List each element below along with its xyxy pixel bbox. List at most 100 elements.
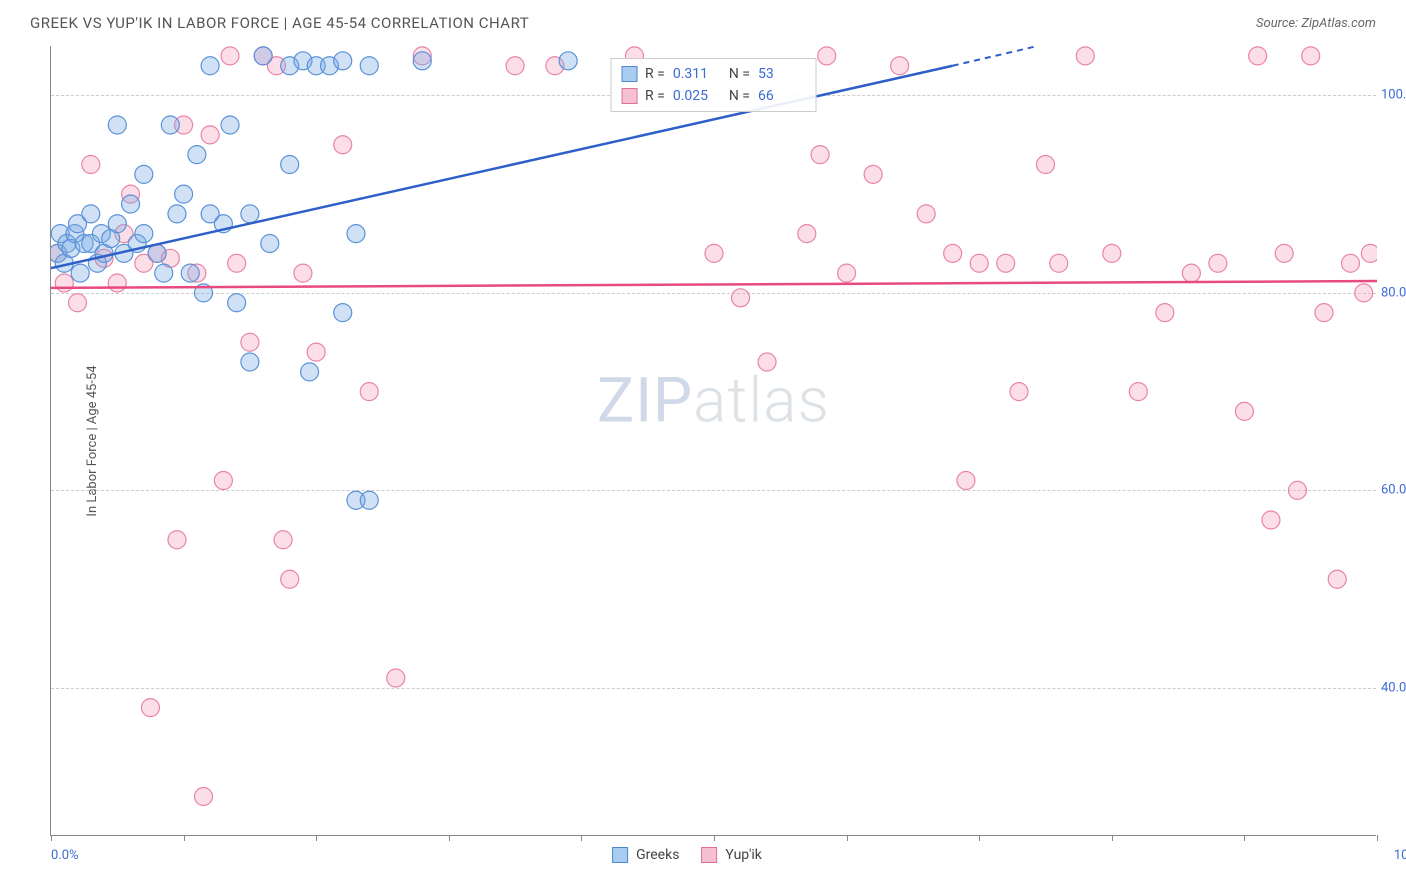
- y-tick-label: 60.0%: [1381, 483, 1406, 498]
- scatter-point: [307, 343, 325, 361]
- scatter-point: [1249, 47, 1267, 65]
- scatter-point: [506, 57, 524, 75]
- scatter-point: [360, 491, 378, 509]
- scatter-point: [864, 165, 882, 183]
- scatter-point: [705, 244, 723, 262]
- scatter-point: [1182, 264, 1200, 282]
- scatter-point: [82, 205, 100, 223]
- scatter-point: [347, 225, 365, 243]
- legend-stats: R = 0.311 N = 53 R = 0.025 N = 66: [610, 58, 817, 112]
- scatter-point: [559, 52, 577, 70]
- scatter-point: [1010, 383, 1028, 401]
- scatter-point: [1262, 511, 1280, 529]
- scatter-point: [1355, 284, 1373, 302]
- scatter-svg: [51, 46, 1377, 836]
- scatter-point: [1037, 156, 1055, 174]
- scatter-point: [175, 185, 193, 203]
- scatter-point: [71, 264, 89, 282]
- scatter-point: [798, 225, 816, 243]
- scatter-point: [294, 264, 312, 282]
- scatter-point: [732, 289, 750, 307]
- trend-line-yupik: [51, 281, 1377, 288]
- scatter-point: [1328, 570, 1346, 588]
- scatter-point: [214, 472, 232, 490]
- x-tick: [1377, 835, 1378, 841]
- scatter-point: [281, 156, 299, 174]
- scatter-point: [818, 47, 836, 65]
- y-tick-label: 100.0%: [1381, 88, 1406, 103]
- scatter-point: [228, 294, 246, 312]
- scatter-point: [334, 52, 352, 70]
- scatter-point: [108, 274, 126, 292]
- source-label: Source: ZipAtlas.com: [1256, 16, 1376, 31]
- scatter-point: [201, 57, 219, 75]
- scatter-point: [758, 353, 776, 371]
- scatter-point: [135, 225, 153, 243]
- swatch-greeks: [612, 847, 628, 863]
- x-tick-max: 100.0%: [1394, 848, 1406, 863]
- scatter-point: [1235, 402, 1253, 420]
- scatter-point: [1302, 47, 1320, 65]
- scatter-point: [168, 531, 186, 549]
- scatter-point: [82, 156, 100, 174]
- scatter-point: [1156, 304, 1174, 322]
- scatter-point: [1209, 254, 1227, 272]
- y-tick-label: 40.0%: [1381, 680, 1406, 695]
- scatter-point: [944, 244, 962, 262]
- scatter-point: [1361, 244, 1377, 262]
- scatter-point: [1076, 47, 1094, 65]
- scatter-point: [148, 244, 166, 262]
- scatter-point: [360, 57, 378, 75]
- scatter-point: [957, 472, 975, 490]
- legend-row-greeks: R = 0.311 N = 53: [621, 63, 806, 85]
- scatter-point: [1288, 481, 1306, 499]
- scatter-point: [413, 52, 431, 70]
- scatter-point: [274, 531, 292, 549]
- scatter-point: [141, 699, 159, 717]
- scatter-point: [201, 126, 219, 144]
- scatter-point: [254, 47, 272, 65]
- scatter-point: [241, 353, 259, 371]
- scatter-point: [334, 136, 352, 154]
- scatter-point: [188, 146, 206, 164]
- page-title: GREEK VS YUP'IK IN LABOR FORCE | AGE 45-…: [30, 14, 529, 32]
- legend-item-greeks: Greeks: [612, 847, 679, 863]
- scatter-point: [69, 294, 87, 312]
- scatter-point: [122, 195, 140, 213]
- legend-row-yupik: R = 0.025 N = 66: [621, 85, 806, 107]
- scatter-point: [108, 116, 126, 134]
- legend-series: Greeks Yup'ik: [612, 847, 762, 863]
- legend-item-yupik: Yup'ik: [701, 847, 761, 863]
- swatch-greeks: [621, 66, 637, 82]
- scatter-point: [360, 383, 378, 401]
- scatter-point: [1050, 254, 1068, 272]
- scatter-point: [1275, 244, 1293, 262]
- scatter-point: [891, 57, 909, 75]
- scatter-point: [970, 254, 988, 272]
- scatter-point: [194, 788, 212, 806]
- scatter-point: [281, 570, 299, 588]
- trend-line-greeks: [51, 66, 953, 268]
- scatter-point: [228, 254, 246, 272]
- scatter-point: [1103, 244, 1121, 262]
- scatter-point: [135, 165, 153, 183]
- swatch-yupik: [621, 88, 637, 104]
- scatter-point: [917, 205, 935, 223]
- scatter-point: [155, 264, 173, 282]
- scatter-point: [838, 264, 856, 282]
- y-tick-label: 80.0%: [1381, 285, 1406, 300]
- scatter-point: [168, 205, 186, 223]
- scatter-point: [334, 304, 352, 322]
- scatter-point: [221, 47, 239, 65]
- scatter-point: [301, 363, 319, 381]
- scatter-point: [161, 116, 179, 134]
- scatter-point: [241, 333, 259, 351]
- scatter-point: [997, 254, 1015, 272]
- swatch-yupik: [701, 847, 717, 863]
- trend-line-greeks-dashed: [953, 46, 1038, 66]
- scatter-point: [55, 274, 73, 292]
- plot-area: ZIPatlas R = 0.311 N = 53 R = 0.025 N = …: [50, 46, 1376, 836]
- scatter-point: [241, 205, 259, 223]
- correlation-chart: ZIPatlas R = 0.311 N = 53 R = 0.025 N = …: [50, 46, 1376, 836]
- scatter-point: [221, 116, 239, 134]
